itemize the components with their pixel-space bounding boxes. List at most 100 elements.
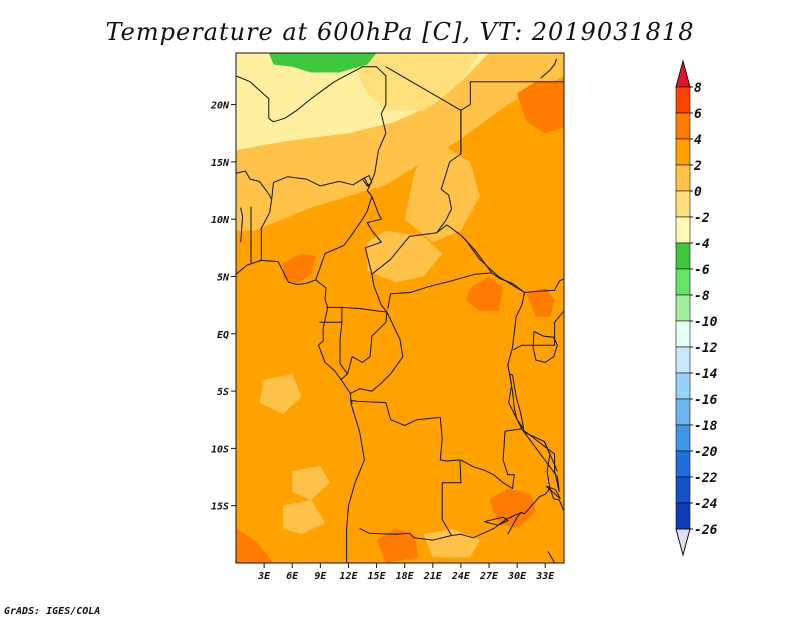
colorbar-cell-4	[675, 190, 691, 218]
colorbar-label-3: 2	[693, 159, 702, 174]
shading-region-12	[236, 528, 274, 563]
latitude-axis: 20N 15N 10N 5N EQ 5S 10S 15S	[210, 101, 236, 513]
lon-tick-label-1: 6E	[286, 571, 299, 582]
colorbar-cell-7	[675, 268, 691, 296]
shading-region-8	[465, 276, 504, 311]
shading-region-11	[376, 528, 419, 563]
colorbar-cell-11	[675, 372, 691, 400]
lat-tick-label-7: 15S	[211, 502, 229, 513]
colorbar-label-12: -16	[694, 393, 718, 408]
colorbar-label-4: 0	[694, 185, 702, 200]
lat-tick-label-2: 10N	[211, 215, 230, 226]
boundary-line-5	[260, 199, 273, 261]
colorbar-cell-15	[675, 476, 691, 504]
lat-tick-label-6: 10S	[211, 444, 229, 455]
lon-tick-label-7: 24E	[451, 571, 471, 582]
lon-tick-label-6: 21E	[423, 571, 443, 582]
shading-region-9	[526, 287, 555, 317]
credit-label: GrADS: IGES/COLA	[4, 606, 100, 617]
colorbar-label-1: 6	[694, 107, 702, 122]
boundary-line-28	[236, 259, 365, 563]
lake-outline-0	[532, 330, 558, 363]
lon-tick-label-4: 15E	[368, 571, 387, 582]
lon-tick-label-3: 12E	[339, 571, 358, 582]
shading-region-5	[367, 230, 443, 283]
lat-tick-label-3: 5N	[217, 272, 230, 283]
boundary-line-9	[315, 196, 373, 281]
colorbar-label-16: -24	[694, 497, 718, 512]
colorbar-cell-2	[675, 138, 691, 166]
map-plot-area	[235, 52, 565, 564]
lat-tick-label-1: 15N	[211, 158, 230, 169]
boundary-line-14	[512, 292, 526, 348]
shading-region-7	[282, 253, 316, 284]
colorbar-label-9: -10	[694, 315, 718, 330]
lat-tick-label-0: 20N	[210, 101, 230, 112]
boundary-line-16	[359, 347, 551, 541]
colorbar-label-17: -26	[694, 523, 718, 538]
shading-region-14	[292, 465, 330, 500]
colorbar-label-8: -8	[694, 289, 710, 304]
lake-outline-4	[484, 516, 509, 526]
map-title: Temperature at 600hPa [C], VT: 201903181…	[106, 18, 695, 46]
lake-outline-2	[361, 174, 373, 187]
boundary-line-2	[460, 81, 471, 111]
boundary-line-30	[540, 58, 557, 79]
boundary-line-22	[350, 399, 462, 536]
boundary-line-15	[513, 310, 564, 351]
colorbar-cell-14	[675, 450, 691, 478]
colorbar-cell-1	[675, 112, 691, 140]
lat-tick-label-5: 5S	[217, 387, 229, 398]
colorbar-cell-0	[675, 86, 691, 114]
lake-outline-3	[521, 428, 560, 493]
colorbar-top-triangle	[675, 59, 691, 88]
shading-region-2	[348, 53, 480, 111]
colorbar-label-2: 4	[694, 133, 702, 148]
longitude-axis: 3E 6E 9E 12E 15E 18E 21E 24E 27E 30E 33E	[257, 563, 555, 582]
shading-region-10	[489, 488, 536, 529]
shading-region-15	[282, 500, 325, 535]
boundary-line-21	[350, 311, 404, 394]
boundary-line-4	[236, 170, 370, 201]
color-scale-bar: 8 6 4 2 0 -2 -4 -6 -8 -10 -12 -14 -16 -18 -20 -22 -24 -26	[675, 59, 718, 557]
boundary-line-25	[549, 488, 564, 512]
lon-tick-label-10: 33E	[535, 571, 555, 582]
boundary-line-20	[347, 311, 388, 375]
lon-tick-label-5: 18E	[396, 571, 415, 582]
colorbar-cell-12	[675, 398, 691, 426]
colorbar-cell-16	[675, 502, 691, 530]
shading-region-6	[517, 81, 564, 134]
colorbar-label-11: -14	[694, 367, 718, 382]
boundary-line-29	[547, 551, 556, 563]
colorbar-label-5: -2	[694, 211, 710, 226]
boundary-line-26	[543, 441, 558, 472]
colorbar-label-15: -22	[694, 471, 718, 486]
lon-tick-label-8: 27E	[479, 571, 499, 582]
colorbar-label-7: -6	[694, 263, 710, 278]
colorbar-bottom-triangle	[675, 528, 691, 557]
colorbar-cell-8	[675, 294, 691, 322]
boundary-line-24	[460, 428, 522, 489]
colorbar-cell-5	[675, 216, 691, 244]
lat-tick-label-4: EQ	[217, 330, 229, 341]
political-boundaries	[236, 58, 564, 563]
shading-region-3	[268, 53, 377, 73]
map-frame	[235, 52, 565, 564]
boundary-line-12	[491, 272, 525, 293]
temperature-shading	[236, 53, 564, 563]
lake-outline-5	[545, 485, 561, 500]
colorbar-cell-10	[675, 346, 691, 374]
colorbar-cell-3	[675, 164, 691, 192]
shading-region-13	[259, 373, 302, 414]
colorbar-cell-6	[675, 242, 691, 270]
colorbar-label-6: -4	[694, 237, 710, 252]
boundary-line-7	[240, 207, 244, 243]
lake-outline-1	[508, 373, 525, 430]
lon-tick-label-9: 30E	[507, 571, 527, 582]
colorbar-label-13: -18	[694, 419, 718, 434]
lon-tick-label-2: 9E	[314, 571, 327, 582]
boundary-line-8	[364, 190, 388, 313]
colorbar-label-14: -20	[694, 445, 718, 460]
boundary-line-19	[339, 322, 348, 380]
